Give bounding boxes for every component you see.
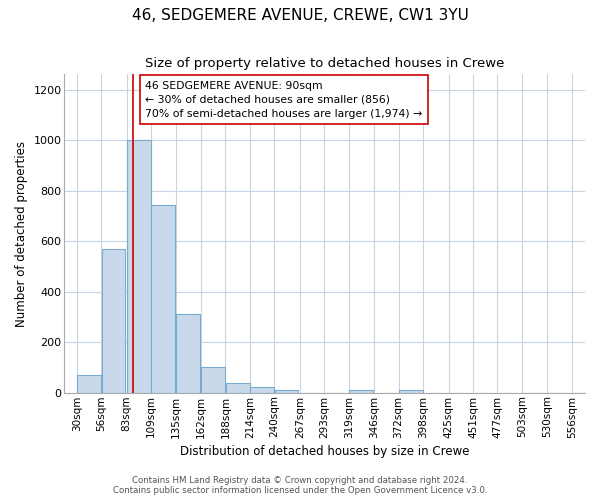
Bar [176,314,200,392]
Bar [275,390,298,392]
Text: 46, SEDGEMERE AVENUE, CREWE, CW1 3YU: 46, SEDGEMERE AVENUE, CREWE, CW1 3YU [131,8,469,22]
Bar [101,248,125,392]
Bar [250,387,274,392]
Text: Contains HM Land Registry data © Crown copyright and database right 2024.
Contai: Contains HM Land Registry data © Crown c… [113,476,487,495]
Bar [127,140,151,392]
Bar [77,375,101,392]
Text: 46 SEDGEMERE AVENUE: 90sqm
← 30% of detached houses are smaller (856)
70% of sem: 46 SEDGEMERE AVENUE: 90sqm ← 30% of deta… [145,81,422,119]
Bar [226,383,250,392]
X-axis label: Distribution of detached houses by size in Crewe: Distribution of detached houses by size … [180,444,469,458]
Bar [151,204,175,392]
Bar [349,390,373,392]
Bar [399,390,423,392]
Bar [202,368,225,392]
Title: Size of property relative to detached houses in Crewe: Size of property relative to detached ho… [145,58,505,70]
Y-axis label: Number of detached properties: Number of detached properties [15,140,28,326]
